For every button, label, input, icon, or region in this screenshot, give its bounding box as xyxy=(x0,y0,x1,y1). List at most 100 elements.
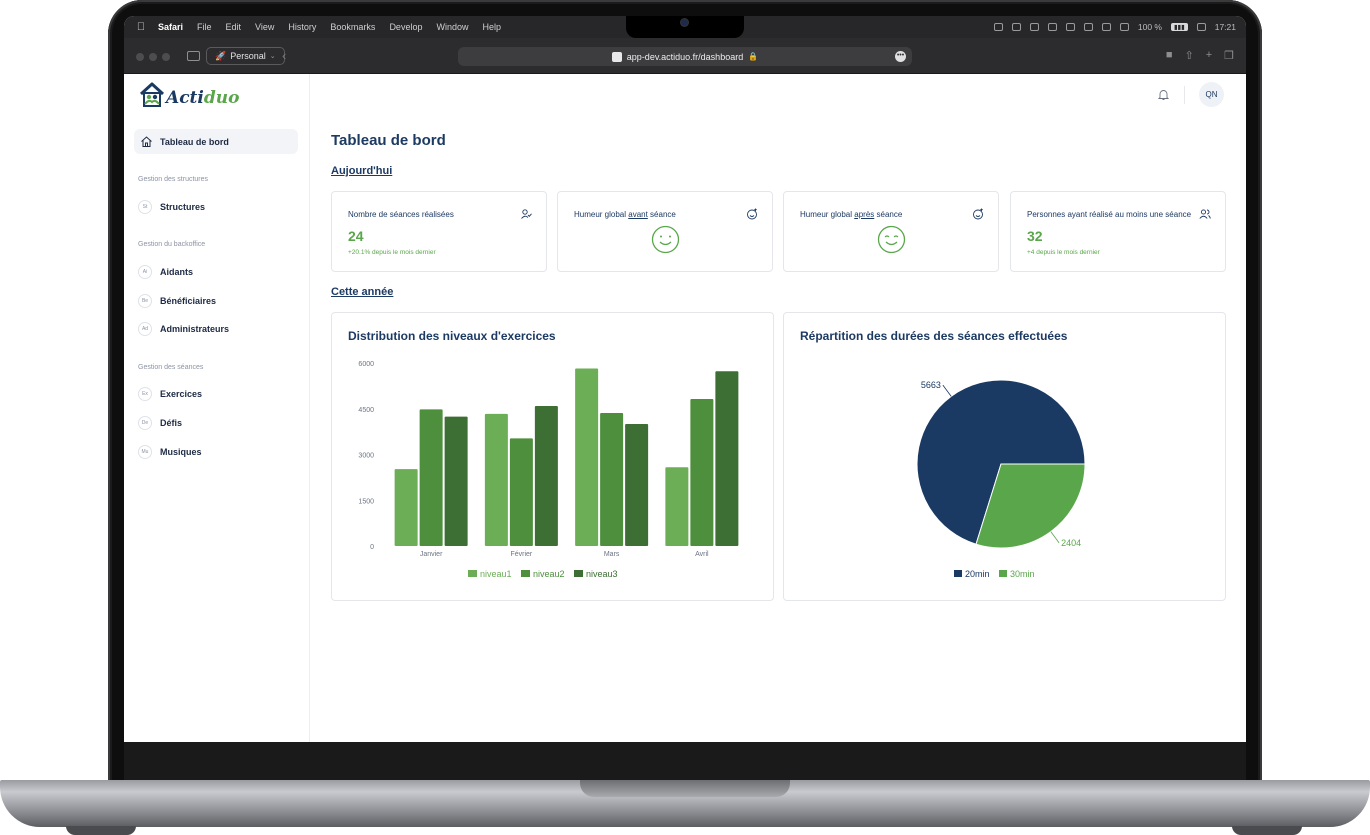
section-today-title[interactable]: Aujourd'hui xyxy=(331,165,393,177)
kpi-value: 24 xyxy=(348,228,364,244)
tray-app-icon[interactable] xyxy=(1065,23,1075,31)
tray-app-icon[interactable] xyxy=(1119,23,1129,31)
zoom-window-button[interactable] xyxy=(162,53,170,61)
clock[interactable]: 17:21 xyxy=(1214,22,1236,32)
tray-app-icon[interactable] xyxy=(1011,23,1021,31)
sidebar-item-label: Défis xyxy=(160,418,183,428)
tray-app-icon[interactable] xyxy=(1083,23,1093,31)
bar-niveau2-avril[interactable] xyxy=(690,398,714,546)
avatar[interactable]: QN xyxy=(1199,82,1224,107)
url-text: app-dev.actiduo.fr/dashboard xyxy=(626,51,744,62)
shield-icon[interactable]: ■ xyxy=(1165,49,1173,61)
bar-niveau1-mars[interactable] xyxy=(575,368,599,546)
bar-niveau2-janvier[interactable] xyxy=(419,409,443,546)
sidebar-item-label: Bénéficiaires xyxy=(160,296,217,306)
menu-file[interactable]: File xyxy=(197,22,212,32)
kpi-label: Personnes ayant réalisé au moins une séa… xyxy=(1027,210,1192,219)
menu-history[interactable]: History xyxy=(288,22,317,32)
back-arrow-icon[interactable]: ‹ xyxy=(282,48,287,63)
abbr-badge: Be xyxy=(138,294,152,308)
menu-help[interactable]: Help xyxy=(482,22,501,32)
profile-button[interactable]: 🚀 Personal ⌄ xyxy=(206,47,285,65)
bar-niveau3-février[interactable] xyxy=(534,406,558,546)
close-window-button[interactable] xyxy=(136,53,144,61)
bar-niveau1-avril[interactable] xyxy=(665,467,689,546)
actiduo-logo[interactable]: Actiduo xyxy=(139,82,239,108)
tray-app-icon[interactable] xyxy=(1101,23,1111,31)
sidebar-item-musiques[interactable]: Mu Musiques xyxy=(138,445,202,459)
laptop-foot-left xyxy=(66,826,136,835)
tray-app-icon[interactable] xyxy=(993,23,1003,31)
legend-label[interactable]: 30min xyxy=(1010,569,1035,579)
control-center-icon[interactable] xyxy=(1196,23,1206,31)
camera-icon xyxy=(681,19,688,26)
menu-develop[interactable]: Develop xyxy=(389,22,423,32)
camera-notch xyxy=(626,16,744,38)
y-tick-label: 0 xyxy=(370,544,374,551)
sidebar-item-structures[interactable]: St Structures xyxy=(138,200,205,214)
x-tick-label: Janvier xyxy=(420,551,443,558)
menu-window[interactable]: Window xyxy=(436,22,469,32)
sidebar-toggle-icon[interactable] xyxy=(187,51,200,61)
x-tick-label: Février xyxy=(510,551,532,558)
users-icon xyxy=(1199,209,1211,219)
lock-icon: 🔒 xyxy=(748,52,759,61)
apple-icon[interactable]:  xyxy=(124,21,158,33)
sidebar-item-label: Aidants xyxy=(160,267,194,277)
bar-niveau1-janvier[interactable] xyxy=(394,469,418,546)
tab-overview-icon[interactable]: ❐ xyxy=(1224,50,1234,62)
kpi-label-part: Humeur global xyxy=(574,210,629,219)
legend-label[interactable]: 20min xyxy=(965,569,990,579)
legend-label[interactable]: niveau3 xyxy=(586,569,618,579)
minimize-window-button[interactable] xyxy=(149,53,157,61)
tray-app-icon[interactable] xyxy=(1029,23,1039,31)
bar-niveau1-février[interactable] xyxy=(484,413,508,546)
pie-data-label: 5663 xyxy=(921,380,941,390)
page-menu-icon[interactable]: ••• xyxy=(895,51,906,62)
share-icon[interactable]: ⇧ xyxy=(1184,50,1194,62)
bar-niveau3-mars[interactable] xyxy=(625,424,649,546)
legend-swatch[interactable] xyxy=(521,570,530,577)
sidebar-item-exercices[interactable]: Ex Exercices xyxy=(138,387,202,401)
bar-niveau3-janvier[interactable] xyxy=(444,416,468,546)
legend-swatch[interactable] xyxy=(954,570,962,577)
tray-app-icon[interactable] xyxy=(1047,23,1057,31)
legend-swatch[interactable] xyxy=(468,570,477,577)
laptop-foot-right xyxy=(1232,826,1302,835)
legend-swatch[interactable] xyxy=(574,570,583,577)
battery-icon[interactable]: ▮▮▮ xyxy=(1170,23,1188,31)
menu-bookmarks[interactable]: Bookmarks xyxy=(330,22,376,32)
address-bar[interactable]: app-dev.actiduo.fr/dashboard 🔒 ••• xyxy=(458,47,912,66)
y-tick-label: 3000 xyxy=(358,453,374,460)
legend-swatch[interactable] xyxy=(999,570,1007,577)
pie-slice-20min[interactable] xyxy=(916,379,1086,545)
sidebar-item-administrateurs[interactable]: Ad Administrateurs xyxy=(138,322,229,336)
legend-label[interactable]: niveau1 xyxy=(480,569,512,579)
bar-niveau2-février[interactable] xyxy=(509,438,533,546)
menu-view[interactable]: View xyxy=(255,22,275,32)
sidebar-item-aidants[interactable]: Ai Aidants xyxy=(138,265,193,279)
bar-niveau3-avril[interactable] xyxy=(715,371,739,546)
profile-label: Personal xyxy=(230,51,266,61)
menu-edit[interactable]: Edit xyxy=(225,22,242,32)
legend-label[interactable]: niveau2 xyxy=(533,569,565,579)
abbr-badge: Ex xyxy=(138,387,152,401)
new-tab-icon[interactable]: + xyxy=(1205,49,1213,61)
pie-label-line xyxy=(1050,531,1060,544)
bar-niveau2-mars[interactable] xyxy=(600,413,624,546)
bell-icon[interactable] xyxy=(1157,88,1170,101)
menu-safari[interactable]: Safari xyxy=(158,22,184,32)
app: Actiduo Tableau de bord Gestion des stru… xyxy=(124,74,1246,742)
section-year-title[interactable]: Cette année xyxy=(331,286,394,298)
bar-chart-title: Distribution des niveaux d'exercices xyxy=(348,329,556,343)
abbr-badge: Mu xyxy=(138,445,152,459)
abbr-badge: St xyxy=(138,200,152,214)
bar-chart-panel: Distribution des niveaux d'exercices 0 15… xyxy=(331,312,774,601)
sidebar-item-tableau-de-bord[interactable]: Tableau de bord xyxy=(134,129,298,154)
sidebar-item-beneficiaires[interactable]: Be Bénéficiaires xyxy=(138,294,216,308)
pie-slice-30min[interactable] xyxy=(975,463,1086,549)
sidebar-item-label: Musiques xyxy=(160,447,202,457)
smiley-face-icon xyxy=(651,225,680,254)
sidebar-item-defis[interactable]: De Défis xyxy=(138,416,182,430)
abbr-badge: Ad xyxy=(138,322,152,336)
